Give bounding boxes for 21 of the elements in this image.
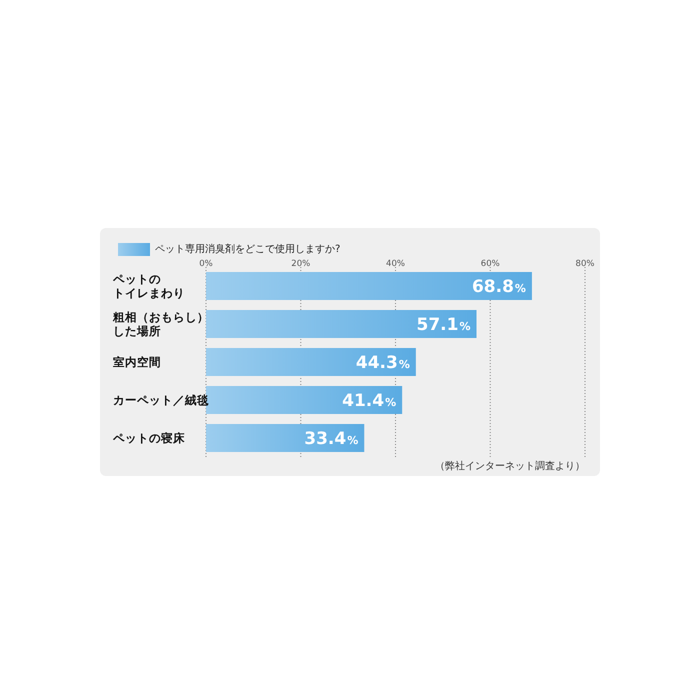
bar <box>206 272 532 300</box>
x-tick-label: 20% <box>291 259 310 269</box>
y-tick-label: カーペット／絨毯 <box>113 393 209 407</box>
data-label: 41.4% <box>342 391 396 411</box>
text: （弊社インターネット調査より） <box>435 460 585 473</box>
x-tick-label: 40% <box>386 259 405 269</box>
bar <box>206 348 416 376</box>
y-tick-label: ペットの寝床 <box>112 431 186 445</box>
data-label: 44.3% <box>356 353 410 373</box>
data-label: 68.8% <box>472 277 526 297</box>
legend-label: ペット専用消臭剤をどこで使用しますか? <box>155 244 340 256</box>
y-tick-label: 室内空間 <box>113 355 161 369</box>
y-tick-label: ペットのトイレまわり <box>112 272 185 300</box>
data-label: 33.4% <box>304 429 358 449</box>
x-tick-label: 80% <box>576 259 594 269</box>
x-tick-label: 60% <box>480 259 500 269</box>
data-label: 57.1% <box>416 315 471 335</box>
bar <box>206 310 477 338</box>
bar <box>206 424 364 452</box>
x-tick-label: 0% <box>199 259 213 269</box>
y-tick-label: 粗相（おもらし）した場所 <box>112 310 209 338</box>
